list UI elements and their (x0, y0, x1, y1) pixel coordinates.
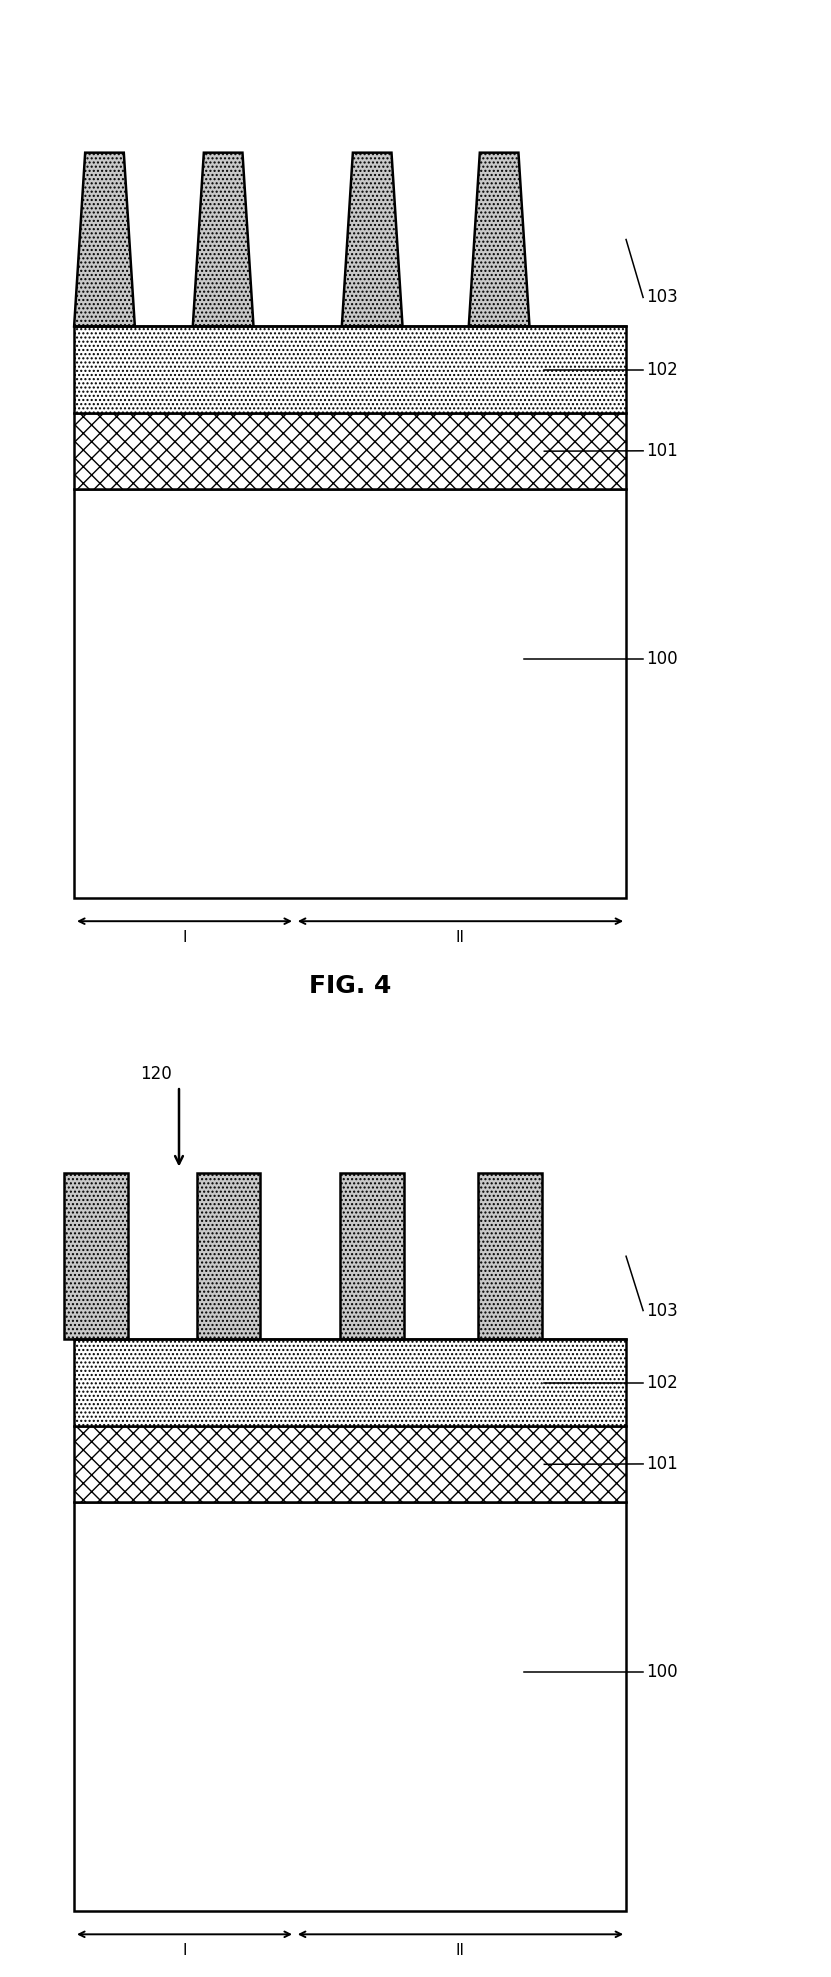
Bar (197, 1172, 260, 1340)
Bar (479, 1172, 542, 1340)
Text: 101: 101 (647, 441, 678, 461)
Polygon shape (74, 152, 135, 326)
Polygon shape (342, 152, 402, 326)
Text: I: I (182, 929, 187, 945)
Text: II: II (456, 929, 465, 945)
Bar (341, 1172, 404, 1340)
Text: I: I (182, 1943, 187, 1957)
Bar (74, 1425, 626, 1503)
Polygon shape (469, 152, 529, 326)
Text: 100: 100 (647, 1663, 678, 1680)
Text: II: II (456, 1943, 465, 1957)
Text: 102: 102 (647, 360, 678, 380)
Bar (74, 413, 626, 488)
Text: 100: 100 (647, 650, 678, 668)
Text: 103: 103 (647, 1301, 678, 1319)
Bar (74, 1340, 626, 1425)
Polygon shape (193, 152, 253, 326)
Text: 103: 103 (647, 289, 678, 306)
Bar (74, 488, 626, 898)
Text: FIG. 4: FIG. 4 (309, 975, 391, 998)
Text: 120: 120 (140, 1064, 172, 1083)
Bar (74, 1503, 626, 1912)
Text: 102: 102 (647, 1374, 678, 1392)
Text: 101: 101 (647, 1455, 678, 1473)
Bar (65, 1172, 128, 1340)
Bar (74, 326, 626, 413)
